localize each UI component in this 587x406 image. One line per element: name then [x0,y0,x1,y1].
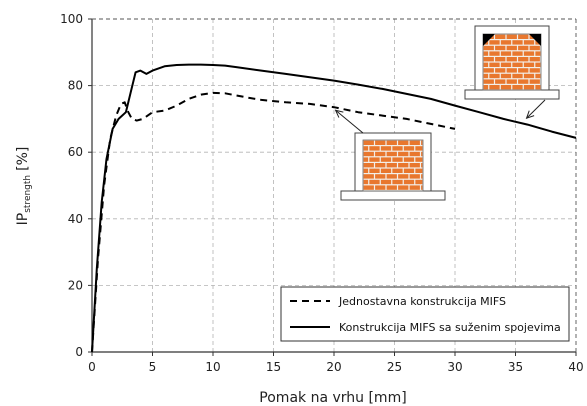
y-axis-label-sub: strength [23,175,33,213]
legend-label-series-1: Jednostavna konstrukcija MIFS [338,295,506,308]
y-axis-label: IPstrength [%] [15,147,33,226]
corner-joint-right [529,34,541,46]
pointer-arrow-head [525,110,535,120]
pointer-arrows [334,99,546,134]
y-axis-label-main: IP [15,213,31,226]
brick-wall-frame-icon [340,132,446,201]
legend: Jednostavna konstrukcija MIFS Konstrukci… [280,286,570,342]
legend-label-series-2: Konstrukcija MIFS sa suženim spojevima [339,321,561,334]
x-tick-label: 15 [266,360,281,374]
pointer-arrow-head [334,109,344,118]
x-tick-label: 40 [568,360,583,374]
y-axis-label-unit: [%] [15,147,31,171]
y-tick-label: 100 [60,12,83,26]
series [91,63,577,353]
x-tick-label: 30 [447,360,462,374]
x-tick-label: 25 [387,360,402,374]
brick-infill [362,139,424,192]
pointer-arrow-line [526,99,546,119]
x-tick-label: 35 [508,360,523,374]
x-tick-label: 0 [88,360,96,374]
axes [88,18,577,356]
pointer-arrow-line [335,109,364,134]
brick-wall-frame-corner-joints-icon [464,25,560,100]
series-line-1 [91,91,456,353]
x-axis-label: Pomak na vrhu [mm] [259,390,406,406]
y-tick-label: 80 [68,79,83,93]
x-tick-label: 5 [149,360,157,374]
x-tick-label: 20 [326,360,341,374]
y-tick-label: 40 [68,212,83,226]
x-tick-label: 10 [205,360,220,374]
tick-labels: 0 5 10 15 20 25 30 35 40 0 20 40 60 80 100 [60,12,584,374]
brick-infill [482,33,542,91]
y-tick-label: 0 [75,345,83,359]
corner-joint-left [483,34,495,46]
y-tick-label: 60 [68,145,83,159]
y-tick-label: 20 [68,278,83,292]
series-line-2 [91,63,577,353]
grid [92,19,576,352]
